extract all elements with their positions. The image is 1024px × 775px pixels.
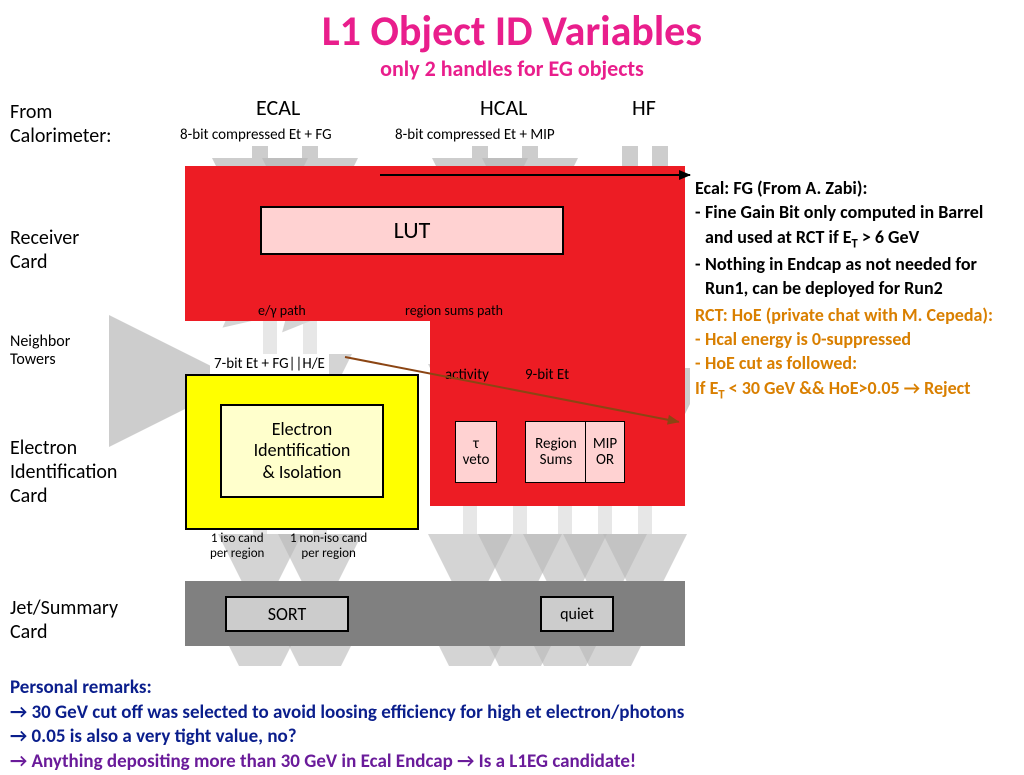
region-path-label: region sums path: [405, 302, 503, 319]
page-title: L1 Object ID Variables: [0, 6, 1024, 57]
label-bits-ecal: 8-bit compressed Et + FG: [180, 126, 332, 144]
label-towers: Towers: [10, 350, 56, 369]
lut-box: LUT: [260, 206, 564, 255]
label-identification: Identification: [10, 460, 117, 484]
dash-icon: -: [695, 200, 705, 252]
dash-icon: -: [695, 351, 705, 375]
remarks-title: Personal remarks:: [10, 676, 1010, 701]
ann-ecal-1: Fine Gain Bit only computed in Barrel an…: [705, 200, 1015, 252]
label-receiver: Receiver: [10, 226, 79, 250]
label-from: From: [10, 100, 52, 124]
sort-box: SORT: [225, 596, 349, 632]
remarks-3: → Anything depositing more than 30 GeV i…: [10, 750, 1010, 775]
label-calorimeter: Calorimeter:: [10, 124, 112, 148]
label-card3: Card: [10, 620, 47, 644]
tau-box: τ veto: [455, 421, 497, 483]
yellow-inner: Electron Identification & Isolation: [220, 404, 384, 498]
mip-box: MIP OR: [585, 421, 625, 483]
label-electron: Electron: [10, 436, 77, 460]
label-ecal: ECAL: [256, 94, 300, 121]
diagram-container: From Calorimeter: Receiver Card Neighbor…: [10, 106, 690, 666]
ann-ecal-title: Ecal: FG (From A. Zabi):: [695, 176, 1015, 200]
label-jet: Jet/Summary: [10, 596, 118, 620]
ey-path-label: e/γ path: [258, 302, 306, 319]
label-card1: Card: [10, 250, 47, 274]
ann-rct-1: Hcal energy is 0-suppressed: [705, 327, 1015, 351]
remarks-2: → 0.05 is also a very tight value, no?: [10, 725, 1010, 750]
label-neighbor: Neighbor: [10, 332, 70, 351]
ann-rct-3: If ET < 30 GeV && HoE>0.05 → Reject: [695, 376, 1015, 404]
remarks-1: → 30 GeV cut off was selected to avoid l…: [10, 701, 1010, 726]
ann-rct-title: RCT: HoE (private chat with M. Cepeda):: [695, 303, 1015, 327]
label-card2: Card: [10, 484, 47, 508]
label-hf: HF: [632, 94, 656, 121]
ann-ecal-2: Nothing in Endcap as not needed for Run1…: [705, 252, 1015, 301]
black-arrow: [380, 174, 690, 176]
ann-rct-2: HoE cut as followed:: [705, 351, 1015, 375]
remarks-panel: Personal remarks: → 30 GeV cut off was s…: [10, 676, 1010, 775]
seven-bit-label: 7-bit Et + FG||H/E: [210, 354, 329, 374]
label-hcal: HCAL: [480, 94, 527, 121]
region-sums-box: Region Sums: [525, 421, 587, 483]
iso-label: 1 iso cand per region: [210, 531, 264, 561]
noniso-label: 1 non-iso cand per region: [290, 531, 367, 561]
dash-icon: -: [695, 327, 705, 351]
label-bits-hcal: 8-bit compressed Et + MIP: [395, 126, 555, 144]
dash-icon: -: [695, 252, 705, 301]
page-subtitle: only 2 handles for EG objects: [0, 55, 1024, 82]
quiet-box: quiet: [540, 596, 614, 632]
nine-bit-label: 9-bit Et: [525, 366, 569, 384]
annotation-panel: Ecal: FG (From A. Zabi): - Fine Gain Bit…: [695, 176, 1015, 403]
